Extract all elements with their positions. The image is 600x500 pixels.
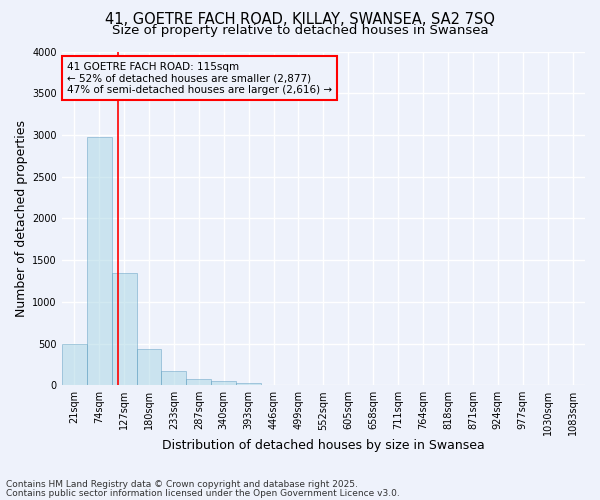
Bar: [187, 378, 211, 385]
Text: Contains public sector information licensed under the Open Government Licence v3: Contains public sector information licen…: [6, 488, 400, 498]
Bar: [112, 274, 137, 385]
Bar: [62, 344, 86, 385]
X-axis label: Distribution of detached houses by size in Swansea: Distribution of detached houses by size …: [162, 440, 485, 452]
Text: 41, GOETRE FACH ROAD, KILLAY, SWANSEA, SA2 7SQ: 41, GOETRE FACH ROAD, KILLAY, SWANSEA, S…: [105, 12, 495, 28]
Bar: [86, 136, 112, 385]
Y-axis label: Number of detached properties: Number of detached properties: [15, 120, 28, 317]
Bar: [161, 372, 187, 385]
Bar: [211, 382, 236, 385]
Bar: [137, 350, 161, 385]
Bar: [236, 383, 261, 385]
Text: 41 GOETRE FACH ROAD: 115sqm
← 52% of detached houses are smaller (2,877)
47% of : 41 GOETRE FACH ROAD: 115sqm ← 52% of det…: [67, 62, 332, 94]
Text: Contains HM Land Registry data © Crown copyright and database right 2025.: Contains HM Land Registry data © Crown c…: [6, 480, 358, 489]
Text: Size of property relative to detached houses in Swansea: Size of property relative to detached ho…: [112, 24, 488, 37]
